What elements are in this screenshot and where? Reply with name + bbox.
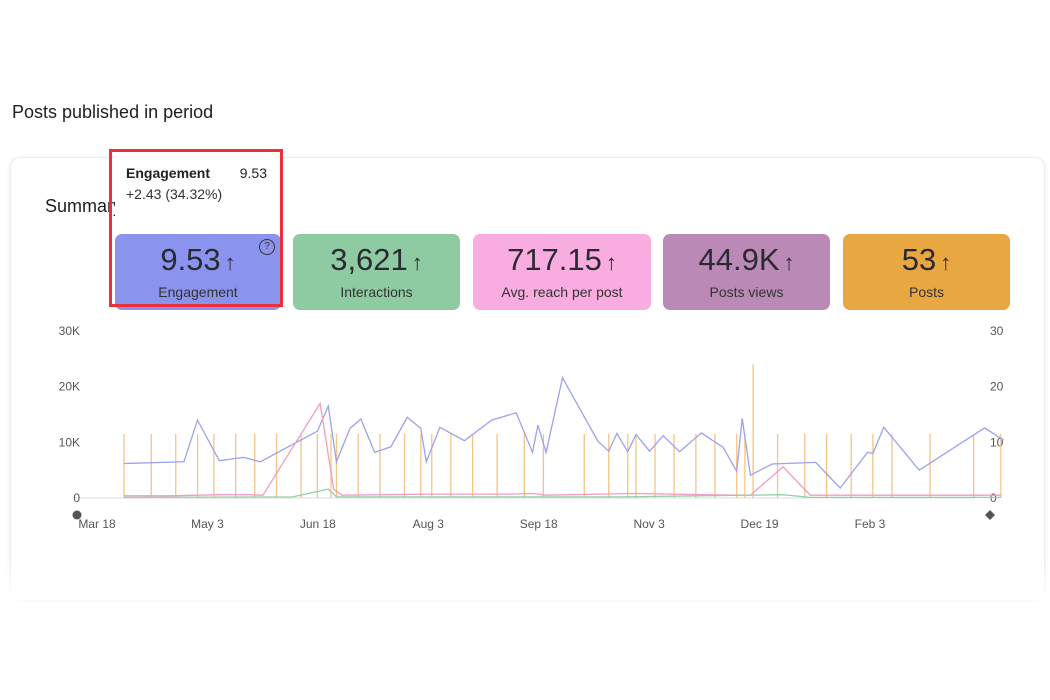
arrow-up-icon: ↑ [605,250,617,275]
x-tick-label: Feb 3 [855,517,886,531]
y-left-tick-label: 20K [59,380,80,394]
arrow-up-icon: ↑ [783,250,795,275]
y-left-tick-label: 30K [59,324,80,338]
tooltip-label: Engagement [126,165,211,181]
tooltip-delta: +2.43 (34.32%) [126,186,223,202]
x-tick-label: Jun 18 [300,517,336,531]
engagement-tooltip: Engagement 9.53 +2.43 (34.32%) [115,156,278,220]
tile-label: Interactions [340,284,413,300]
summary-card [10,157,1045,598]
interactions-line [123,488,1001,499]
y-left-tick-label: 0 [73,491,80,505]
y-right-tick-label: 20 [990,380,1004,394]
highlight-box [109,149,283,307]
x-tick-label: May 3 [191,517,224,531]
tile-value: 3,621 ↑ [330,242,423,277]
y-right-tick-label: 30 [990,324,1004,338]
tile-value: 717.15 ↑ [507,242,617,277]
tile-label: Posts views [709,284,784,300]
card-fade [0,560,1050,600]
x-tick-label: Nov 3 [633,517,665,531]
page-title: Posts published in period [12,102,214,122]
summary-title: Summary [45,196,123,216]
x-tick-label: Sep 18 [520,517,558,531]
tile-engagement[interactable]: 9.53 ↑ Engagement ? [115,234,281,310]
tile-avg-reach[interactable]: 717.15 ↑ Avg. reach per post [473,234,651,310]
tooltip-value: 9.53 [239,165,267,181]
posts-views-line [123,375,1004,489]
tile-label: Avg. reach per post [501,284,623,300]
y-left-tick-label: 10K [59,435,80,449]
tile-posts[interactable]: 53 ↑ Posts [843,234,1010,310]
x-tick-label: Aug 3 [413,517,445,531]
tile-value: 9.53 ↑ [160,242,236,277]
arrow-up-icon: ↑ [224,250,236,275]
help-icon[interactable]: ? [259,239,275,255]
tile-interactions[interactable]: 3,621 ↑ Interactions [293,234,460,310]
avg-reach-per-post-line [124,401,1001,497]
tile-posts-views[interactable]: 44.9K ↑ Posts views [663,234,830,310]
y-right-tick-label: 10 [990,435,1004,449]
range-end-handle [985,510,995,520]
tile-label: Engagement [158,284,238,300]
arrow-up-icon: ↑ [411,250,423,275]
tile-label: Posts [908,284,944,300]
arrow-up-icon: ↑ [940,250,952,275]
tile-value: 53 ↑ [901,242,952,277]
tile-value: 44.9K ↑ [698,242,795,277]
x-tick-label: Mar 18 [78,517,116,531]
x-tick-label: Dec 19 [741,517,779,531]
range-start-handle [72,510,82,520]
